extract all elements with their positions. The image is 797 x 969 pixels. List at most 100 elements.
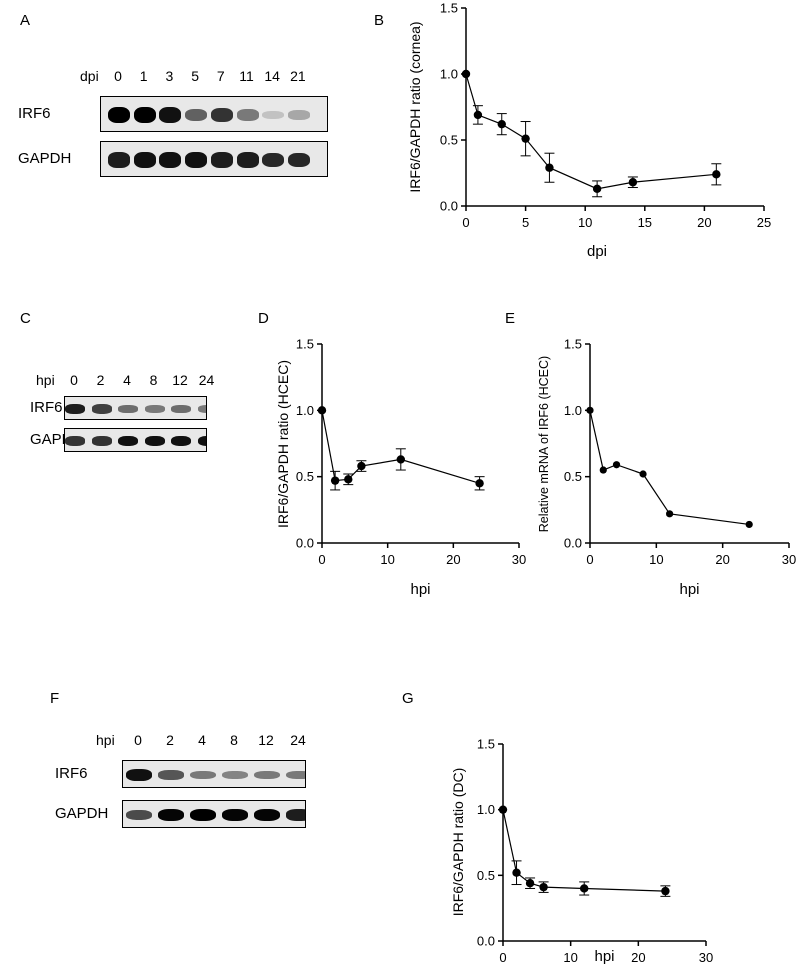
blot-band — [133, 152, 156, 168]
blot-membrane — [122, 760, 306, 788]
data-point — [357, 461, 366, 471]
y-tick-label: 1.5 — [296, 337, 314, 352]
blot-lane-label: 4 — [123, 372, 131, 388]
blot-band — [118, 435, 138, 447]
data-point — [612, 461, 621, 469]
y-axis-label: Relative mRNA of IRF6 (HCEC) — [537, 356, 551, 532]
y-tick-label: 0.5 — [296, 469, 314, 484]
blot-band — [197, 435, 206, 447]
blot-band — [254, 770, 280, 780]
blot-row-label: IRF6 — [30, 399, 63, 416]
blot-membrane — [122, 800, 306, 828]
x-tick-label: 15 — [638, 215, 652, 230]
blot-band — [254, 808, 280, 822]
blot-band — [236, 109, 259, 121]
blot-band — [118, 405, 138, 413]
blot-band — [262, 152, 285, 168]
data-point — [461, 69, 471, 79]
x-axis-label: hpi — [679, 581, 699, 598]
y-tick-label: 1.5 — [440, 1, 458, 16]
blot-membrane — [64, 428, 207, 452]
blot-lane-label: 24 — [198, 372, 215, 388]
blot-row-label: GAPDH — [18, 150, 72, 167]
blot-band — [144, 435, 165, 447]
blot-band — [197, 405, 206, 413]
data-point — [666, 510, 674, 518]
blot-band — [159, 152, 182, 168]
blot-row-label: GAPDH — [55, 805, 109, 822]
y-tick-label: 1.0 — [296, 403, 314, 418]
blot-band — [190, 808, 216, 822]
data-point — [539, 882, 548, 892]
x-axis-label: dpi — [587, 243, 607, 260]
blot-band — [65, 403, 85, 415]
blot-band — [210, 107, 233, 123]
blot-membrane — [100, 96, 328, 132]
panel-label-f: F — [50, 690, 60, 707]
data-point — [661, 886, 670, 896]
x-tick-label: 0 — [462, 215, 469, 230]
blot-band — [108, 106, 130, 124]
blot-lane-label: 0 — [134, 732, 142, 748]
x-tick-label: 0 — [318, 552, 325, 567]
blot-lane-label: 4 — [198, 732, 206, 748]
blot-band — [236, 152, 259, 168]
blot-lane-label: 8 — [230, 732, 238, 748]
panel-label-b: B — [374, 12, 385, 29]
panel-label-e: E — [505, 310, 516, 327]
blot-axis-label: dpi — [80, 68, 99, 84]
data-point — [586, 406, 594, 414]
blot-band — [222, 770, 248, 780]
panel-label-d: D — [258, 310, 269, 327]
blot-lane-label: 2 — [96, 372, 105, 388]
y-tick-label: 0.0 — [564, 536, 582, 551]
data-point — [745, 520, 753, 529]
blot-band — [222, 808, 248, 822]
series-line — [502, 809, 666, 892]
y-tick-label: 0.5 — [440, 133, 458, 148]
x-tick-label: 20 — [715, 552, 729, 567]
data-point — [712, 170, 721, 179]
blot-band — [65, 436, 85, 446]
data-point — [475, 479, 484, 488]
data-point — [521, 134, 530, 143]
blot-band — [144, 405, 165, 413]
blot-band — [108, 152, 130, 168]
data-point — [317, 406, 327, 415]
blot-lane-label: 0 — [70, 372, 78, 388]
blot-band — [126, 809, 152, 821]
x-tick-label: 20 — [446, 552, 460, 567]
y-tick-label: 0.0 — [477, 934, 495, 949]
blot-axis-label: hpi — [96, 732, 115, 748]
blot-lane-label: 24 — [290, 732, 306, 748]
blot-band — [185, 152, 208, 168]
series-line — [321, 410, 480, 484]
blot-band — [91, 404, 112, 414]
blot-band — [190, 770, 216, 780]
blot-lane-label: 5 — [191, 68, 199, 84]
x-tick-label: 10 — [380, 552, 394, 567]
y-tick-label: 1.0 — [477, 802, 495, 817]
blot-membrane — [100, 141, 328, 177]
x-tick-label: 10 — [563, 950, 577, 965]
x-axis-label: hpi — [594, 948, 614, 965]
y-axis-label: IRF6/GAPDH ratio (DC) — [450, 768, 466, 917]
y-tick-label: 1.5 — [477, 737, 495, 752]
data-point — [525, 879, 535, 888]
data-point — [639, 470, 647, 478]
series-line — [589, 410, 750, 526]
blot-band — [158, 808, 184, 822]
blot-band — [286, 770, 305, 780]
blot-lane-label: 2 — [166, 732, 174, 748]
blot-band — [126, 768, 152, 782]
data-point — [599, 466, 607, 474]
blot-band — [287, 110, 310, 120]
y-tick-label: 1.5 — [564, 337, 582, 352]
y-tick-label: 0.0 — [440, 199, 458, 214]
y-axis-label: IRF6/GAPDH ratio (cornea) — [407, 21, 423, 192]
x-axis-label: hpi — [410, 581, 430, 598]
x-tick-label: 5 — [522, 215, 529, 230]
y-tick-label: 0.0 — [296, 536, 314, 551]
